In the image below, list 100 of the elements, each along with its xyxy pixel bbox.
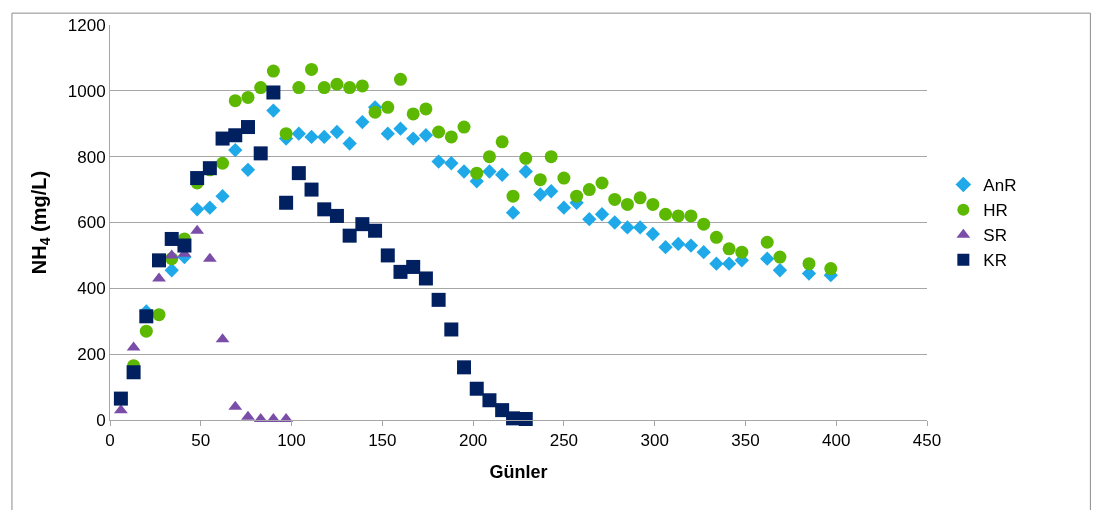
point xyxy=(519,151,533,165)
x-tick-label: 350 xyxy=(731,431,760,451)
point xyxy=(457,120,471,134)
point xyxy=(393,264,408,279)
point xyxy=(342,228,357,243)
point xyxy=(595,176,609,190)
point xyxy=(802,257,816,271)
point xyxy=(607,215,622,230)
point xyxy=(190,171,205,186)
point xyxy=(556,200,572,215)
point xyxy=(393,121,408,136)
point xyxy=(394,72,407,86)
point xyxy=(457,360,472,375)
x-tick-label: 50 xyxy=(191,431,211,451)
y-tick-label: 200 xyxy=(77,345,106,365)
point xyxy=(582,212,597,227)
point xyxy=(418,271,433,286)
point xyxy=(304,129,319,145)
point xyxy=(177,238,192,253)
x-tick-label: 250 xyxy=(549,431,579,451)
point xyxy=(228,142,243,158)
point xyxy=(266,103,281,118)
point xyxy=(291,126,306,141)
point xyxy=(266,64,280,78)
point xyxy=(645,226,660,242)
point xyxy=(620,220,635,235)
point xyxy=(773,250,787,264)
point xyxy=(266,85,281,100)
point xyxy=(633,191,647,205)
point xyxy=(279,127,293,141)
y-tick-label: 800 xyxy=(77,147,106,167)
y-tick-label: 600 xyxy=(77,213,106,233)
point xyxy=(241,90,255,104)
legend-label: HR xyxy=(983,201,1008,221)
point xyxy=(570,189,584,203)
point xyxy=(557,171,571,185)
point xyxy=(722,242,736,256)
point xyxy=(164,263,179,278)
point xyxy=(329,124,345,140)
point xyxy=(355,79,369,93)
point xyxy=(419,102,433,116)
point xyxy=(342,136,357,151)
point xyxy=(241,410,255,420)
y-tick-label: 1000 xyxy=(67,81,106,101)
point xyxy=(432,125,446,139)
point xyxy=(671,236,686,252)
x-tick-label: 200 xyxy=(458,431,488,451)
point xyxy=(406,259,421,274)
point xyxy=(228,94,242,108)
point xyxy=(329,208,344,223)
point xyxy=(482,393,497,408)
y-tick-label: 1200 xyxy=(67,15,106,35)
point xyxy=(721,256,737,271)
point xyxy=(279,195,294,210)
point xyxy=(368,223,383,238)
point xyxy=(482,164,497,179)
point xyxy=(696,244,711,260)
legend-label: SR xyxy=(983,226,1007,246)
point xyxy=(582,183,596,197)
point xyxy=(406,107,420,121)
point xyxy=(456,164,472,179)
legend-label: KR xyxy=(983,251,1007,271)
y-tick-label: 0 xyxy=(96,410,106,430)
point xyxy=(368,105,382,119)
point xyxy=(304,182,319,197)
point xyxy=(305,62,319,76)
x-tick-label: 450 xyxy=(912,431,942,451)
point xyxy=(544,184,559,199)
point xyxy=(709,230,723,244)
point xyxy=(646,197,660,211)
point xyxy=(444,322,459,337)
point xyxy=(253,146,268,161)
point xyxy=(760,251,775,266)
point xyxy=(659,207,673,221)
point xyxy=(594,207,610,222)
point xyxy=(152,272,166,282)
x-tick-label: 400 xyxy=(822,431,851,451)
point xyxy=(683,238,699,253)
point xyxy=(240,162,256,177)
point xyxy=(254,81,268,95)
point xyxy=(444,130,458,144)
x-tick-label: 150 xyxy=(368,431,397,451)
point xyxy=(518,412,533,427)
point xyxy=(113,391,128,406)
point xyxy=(164,231,179,246)
point xyxy=(380,248,395,263)
point xyxy=(431,292,446,307)
x-tick-label: 100 xyxy=(277,431,306,451)
point xyxy=(431,154,446,169)
x-tick-label: 300 xyxy=(640,431,669,451)
point xyxy=(317,129,332,145)
point xyxy=(709,256,724,271)
point xyxy=(772,263,788,278)
point xyxy=(444,156,459,171)
point xyxy=(355,217,370,232)
point xyxy=(505,205,521,220)
point xyxy=(697,217,711,231)
point xyxy=(735,245,749,259)
point xyxy=(291,166,306,181)
point xyxy=(506,189,520,203)
